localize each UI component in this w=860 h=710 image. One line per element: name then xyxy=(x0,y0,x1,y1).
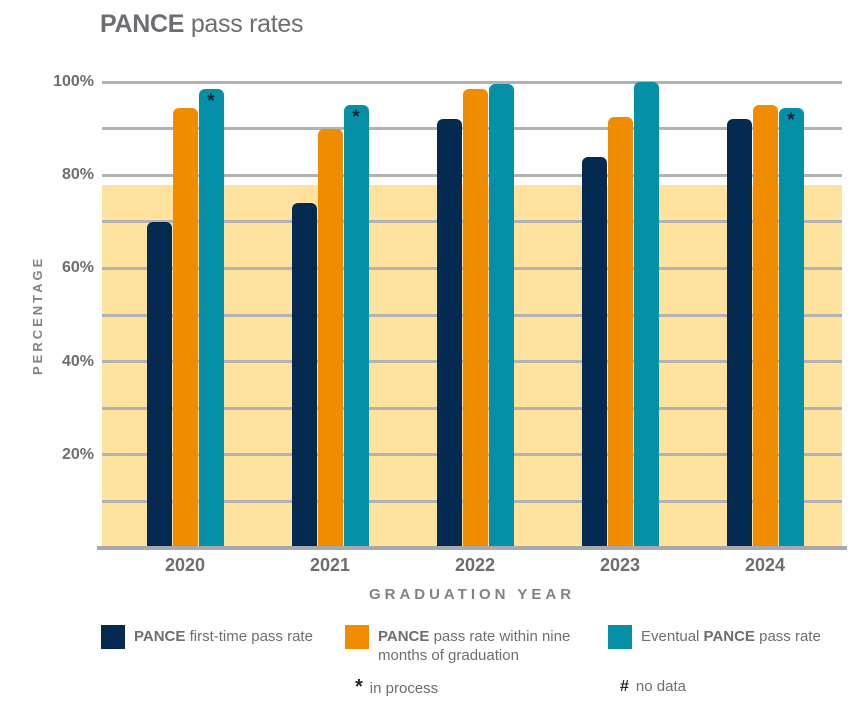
legend-label-text: PANCE xyxy=(134,628,186,645)
asterisk-icon: * xyxy=(355,676,363,698)
bar-nine-months-2023 xyxy=(607,116,633,548)
x-axis-title: GRADUATION YEAR xyxy=(368,586,576,603)
x-tick-label: 2023 xyxy=(599,555,641,575)
x-axis-line xyxy=(97,546,847,550)
chart-title-rest: pass rates xyxy=(184,10,304,38)
legend-label-text: pass rate within nine months of graduati… xyxy=(378,628,571,664)
chart-title-bold: PANCE xyxy=(100,10,185,38)
legend-swatch-navy xyxy=(101,625,125,649)
bar-first-time-2021 xyxy=(291,203,317,548)
note-no-data: # no data xyxy=(620,678,686,696)
legend-item-first-time: PANCE first-time pass rate xyxy=(101,625,313,649)
bar-eventual-2022 xyxy=(488,84,514,548)
bar-first-time-2024 xyxy=(726,119,752,548)
bar-first-time-2023 xyxy=(581,156,607,548)
x-tick-label: 2020 xyxy=(164,555,206,575)
legend-item-eventual: Eventual PANCE pass rate xyxy=(608,625,821,649)
legend-label: Eventual PANCE pass rate xyxy=(641,625,821,646)
y-tick-label: 100% xyxy=(53,73,94,90)
in-process-marker-icon: * xyxy=(787,109,795,131)
in-process-marker-icon: * xyxy=(352,107,360,129)
bar-eventual-2020: * xyxy=(198,89,224,548)
bar-eventual-2024: * xyxy=(778,107,804,548)
legend-label: PANCE pass rate within nine months of gr… xyxy=(378,625,590,665)
legend-swatch-orange xyxy=(345,625,369,649)
in-process-marker-icon: * xyxy=(207,91,215,112)
note-label: in process xyxy=(369,680,439,697)
bar-eventual-2023 xyxy=(633,82,659,548)
plot-area: * * * xyxy=(102,80,842,548)
legend-swatch-teal xyxy=(608,625,632,649)
bar-nine-months-2020 xyxy=(172,107,198,548)
bar-nine-months-2021 xyxy=(317,128,343,548)
x-tick-label: 2022 xyxy=(454,555,496,575)
legend-label-text: Eventual xyxy=(641,628,704,645)
note-label: no data xyxy=(635,678,686,695)
legend-label-text: first-time pass rate xyxy=(185,628,313,645)
chart-title: PANCE pass rates xyxy=(100,10,303,39)
hash-icon: # xyxy=(620,678,629,695)
bar-nine-months-2024 xyxy=(752,105,778,548)
x-tick-label: 2021 xyxy=(309,555,351,575)
legend-label-text: pass rate xyxy=(754,628,821,645)
gridline xyxy=(102,80,842,84)
legend-item-nine-months: PANCE pass rate within nine months of gr… xyxy=(345,625,590,665)
bar-first-time-2020 xyxy=(146,221,172,548)
bar-first-time-2022 xyxy=(436,119,462,548)
note-in-process: * in process xyxy=(355,676,439,698)
legend-label-text: PANCE xyxy=(703,628,755,645)
bar-eventual-2021: * xyxy=(343,105,369,548)
legend-label: PANCE first-time pass rate xyxy=(134,625,313,646)
bar-nine-months-2022 xyxy=(462,89,488,548)
y-tick-label: 40% xyxy=(61,352,94,370)
y-tick-label: 80% xyxy=(61,166,94,184)
legend-label-text: PANCE xyxy=(378,628,430,645)
y-tick-label: 20% xyxy=(61,445,94,463)
y-tick-label: 60% xyxy=(61,259,94,277)
x-tick-label: 2024 xyxy=(744,555,786,575)
